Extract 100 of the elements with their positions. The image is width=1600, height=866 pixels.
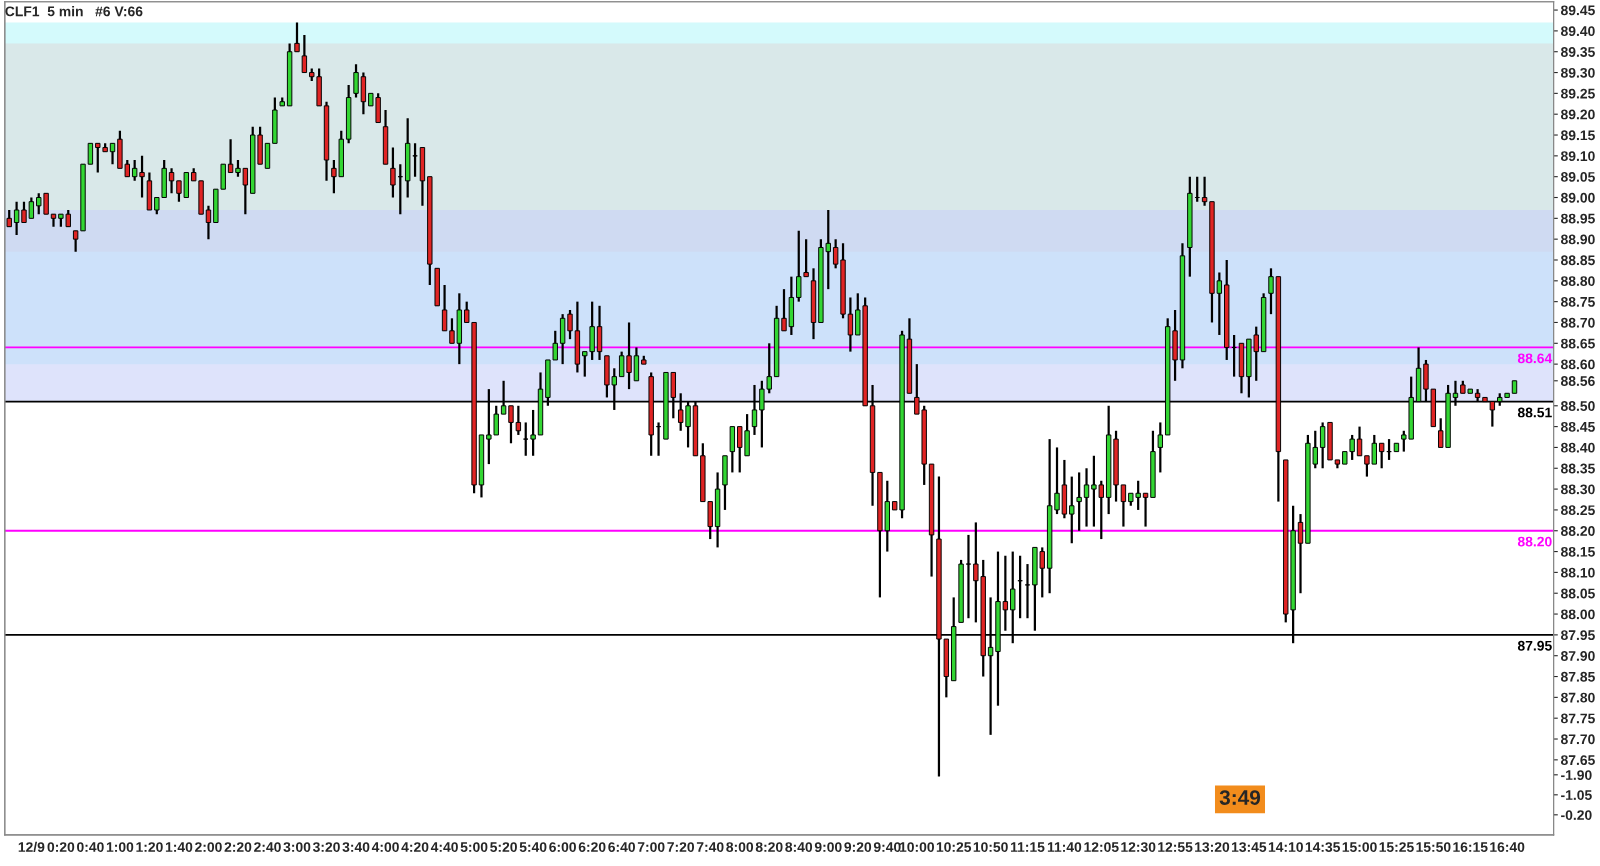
y-tick-label: 88.60 xyxy=(1560,359,1595,370)
y2-tick-label: -1.05 xyxy=(1561,790,1592,800)
x-tick-label: 11:40 xyxy=(1047,842,1082,852)
candlestick xyxy=(567,308,573,341)
x-tick-label: 8:20 xyxy=(755,842,783,852)
x-tick-label: 13:20 xyxy=(1195,842,1230,852)
candlestick xyxy=(227,138,234,174)
x-tick-label: 3:00 xyxy=(283,842,311,852)
candlestick xyxy=(847,296,854,353)
y-tick-label: 89.35 xyxy=(1560,47,1595,57)
x-tick-label: 14:35 xyxy=(1305,842,1341,852)
x-tick-label: 2:20 xyxy=(224,842,252,852)
candlestick xyxy=(530,408,536,457)
y-tick-label: 88.40 xyxy=(1560,442,1595,453)
ref-line-label: 88.20 xyxy=(1517,536,1552,547)
candlestick xyxy=(87,142,94,166)
x-tick-label: 6:00 xyxy=(549,842,576,852)
candlestick xyxy=(109,142,116,166)
x-tick-label: 10:00 xyxy=(899,842,935,852)
x-tick-label: 4:40 xyxy=(430,842,458,852)
y-tick-label: 88.25 xyxy=(1560,505,1595,516)
x-tick-label: 1:20 xyxy=(136,842,163,852)
y-tick-label: 87.65 xyxy=(1560,755,1595,766)
x-tick-label: 14:10 xyxy=(1268,842,1303,852)
y-tick-label: 88.90 xyxy=(1560,234,1595,245)
candlestick xyxy=(1356,425,1363,457)
candlestick xyxy=(1297,512,1304,595)
y-tick-label: 88.00 xyxy=(1560,609,1595,620)
y-tick-label: 88.10 xyxy=(1560,567,1595,578)
x-tick-label: 8:00 xyxy=(726,842,754,852)
candlestick xyxy=(1378,442,1385,470)
y2-tick-label: -1.90 xyxy=(1561,770,1592,780)
x-tick-label: 3:40 xyxy=(342,842,370,852)
x-tick-label: 3:20 xyxy=(312,842,340,852)
y-tick-label: 88.35 xyxy=(1560,463,1595,474)
x-tick-label: 16:40 xyxy=(1490,842,1525,852)
candlestick xyxy=(1054,446,1060,516)
y-tick-label: 87.80 xyxy=(1560,692,1595,703)
y-tick-label: 88.70 xyxy=(1560,317,1595,328)
x-tick-label: 6:20 xyxy=(578,842,606,852)
ref-line-label: 88.64 xyxy=(1517,353,1553,364)
candlestick xyxy=(390,146,396,199)
candlestick xyxy=(72,229,79,253)
x-tick-label: 9:20 xyxy=(844,842,872,852)
x-tick-label: 7:20 xyxy=(667,842,695,852)
y-tick-label: 88.95 xyxy=(1560,213,1595,224)
y-tick-label: 88.75 xyxy=(1560,296,1595,307)
y-tick-label: 87.85 xyxy=(1560,671,1595,682)
y-tick-label: 88.30 xyxy=(1560,484,1595,495)
candlestick xyxy=(353,63,359,99)
y-tick-label: 88.80 xyxy=(1560,276,1595,286)
x-tick-label: 7:00 xyxy=(637,842,665,852)
annotation: 3:49 xyxy=(1219,790,1261,805)
x-tick-label: 8:40 xyxy=(785,842,813,852)
y-tick-label: 89.05 xyxy=(1560,172,1595,182)
y-tick-label: 89.10 xyxy=(1560,151,1595,162)
candlestick xyxy=(1268,267,1274,316)
y-tick-label: 87.90 xyxy=(1560,651,1595,661)
ref-line-label: 88.51 xyxy=(1517,407,1552,418)
candlestick xyxy=(294,21,300,53)
x-tick-label: 16:15 xyxy=(1453,842,1488,852)
x-tick-label: 15:50 xyxy=(1416,842,1451,852)
x-tick-label: 11:15 xyxy=(1010,842,1045,852)
x-tick-label: 9:40 xyxy=(873,842,901,852)
candlestick xyxy=(205,204,212,241)
x-tick-label: 12/9 xyxy=(18,841,45,853)
y2-tick-label: -0.20 xyxy=(1561,810,1592,820)
candlestick xyxy=(168,167,175,195)
candlestick xyxy=(13,200,20,237)
chart-title: CLF1 5 min #6 V:66 xyxy=(5,6,143,17)
ref-line-label: 87.95 xyxy=(1517,640,1552,651)
y-tick-label: 89.00 xyxy=(1560,192,1595,203)
x-tick-label: 0:20 xyxy=(47,842,75,852)
y-tick-label: 87.75 xyxy=(1560,713,1595,724)
y-tick-label: 88.45 xyxy=(1560,421,1595,432)
candlestick xyxy=(1157,421,1164,474)
y-tick-label: 88.15 xyxy=(1560,546,1595,557)
x-tick-label: 1:40 xyxy=(165,842,193,852)
y-tick-label: 88.50 xyxy=(1560,401,1595,411)
y-tick-label: 87.95 xyxy=(1560,630,1595,641)
y-tick-label: 89.15 xyxy=(1560,130,1595,141)
x-tick-label: 5:40 xyxy=(519,842,547,852)
x-tick-label: 10:25 xyxy=(936,842,972,852)
x-tick-label: 4:20 xyxy=(401,842,429,852)
y-tick-label: 89.25 xyxy=(1560,88,1595,99)
x-tick-label: 9:00 xyxy=(814,842,842,852)
candlestick xyxy=(1024,562,1031,620)
y-tick-label: 89.20 xyxy=(1560,109,1595,120)
x-tick-label: 7:40 xyxy=(696,842,724,852)
candlestick xyxy=(1069,475,1075,545)
x-tick-label: 6:40 xyxy=(608,842,635,852)
y-tick-label: 88.65 xyxy=(1560,338,1595,349)
candlestick xyxy=(965,533,972,620)
y-tick-label: 88.20 xyxy=(1560,526,1595,536)
y-tick-label: 88.56 xyxy=(1560,376,1595,386)
candlestick xyxy=(301,33,308,74)
y-tick-label: 89.45 xyxy=(1560,5,1595,16)
x-tick-label: 2:00 xyxy=(195,842,222,852)
x-tick-label: 4:00 xyxy=(371,842,399,852)
x-tick-label: 10:50 xyxy=(973,842,1008,852)
